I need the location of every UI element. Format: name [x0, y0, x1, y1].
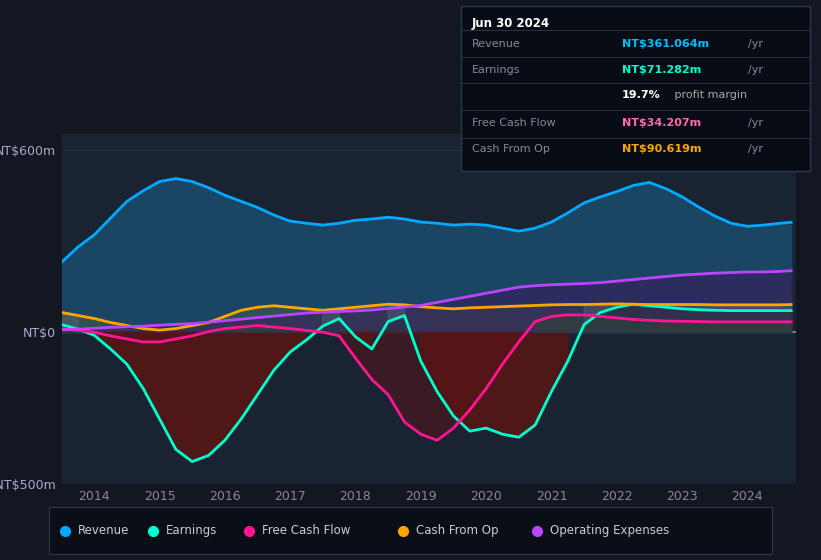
Text: Jun 30 2024: Jun 30 2024: [472, 17, 550, 30]
Text: NT$34.207m: NT$34.207m: [622, 118, 701, 128]
Text: /yr: /yr: [748, 118, 763, 128]
Text: Earnings: Earnings: [166, 524, 217, 537]
Text: NT$90.619m: NT$90.619m: [622, 144, 701, 155]
Text: /yr: /yr: [748, 144, 763, 155]
Text: Cash From Op: Cash From Op: [472, 144, 550, 155]
Text: Revenue: Revenue: [78, 524, 130, 537]
Text: Operating Expenses: Operating Expenses: [550, 524, 669, 537]
Text: /yr: /yr: [748, 39, 763, 49]
Text: Revenue: Revenue: [472, 39, 521, 49]
Text: 19.7%: 19.7%: [622, 90, 661, 100]
Text: /yr: /yr: [748, 65, 763, 75]
Text: Free Cash Flow: Free Cash Flow: [472, 118, 556, 128]
Text: NT$361.064m: NT$361.064m: [622, 39, 709, 49]
Text: Cash From Op: Cash From Op: [415, 524, 498, 537]
Text: Free Cash Flow: Free Cash Flow: [263, 524, 351, 537]
Text: profit margin: profit margin: [671, 90, 747, 100]
Text: Earnings: Earnings: [472, 65, 521, 75]
Text: NT$71.282m: NT$71.282m: [622, 65, 701, 75]
